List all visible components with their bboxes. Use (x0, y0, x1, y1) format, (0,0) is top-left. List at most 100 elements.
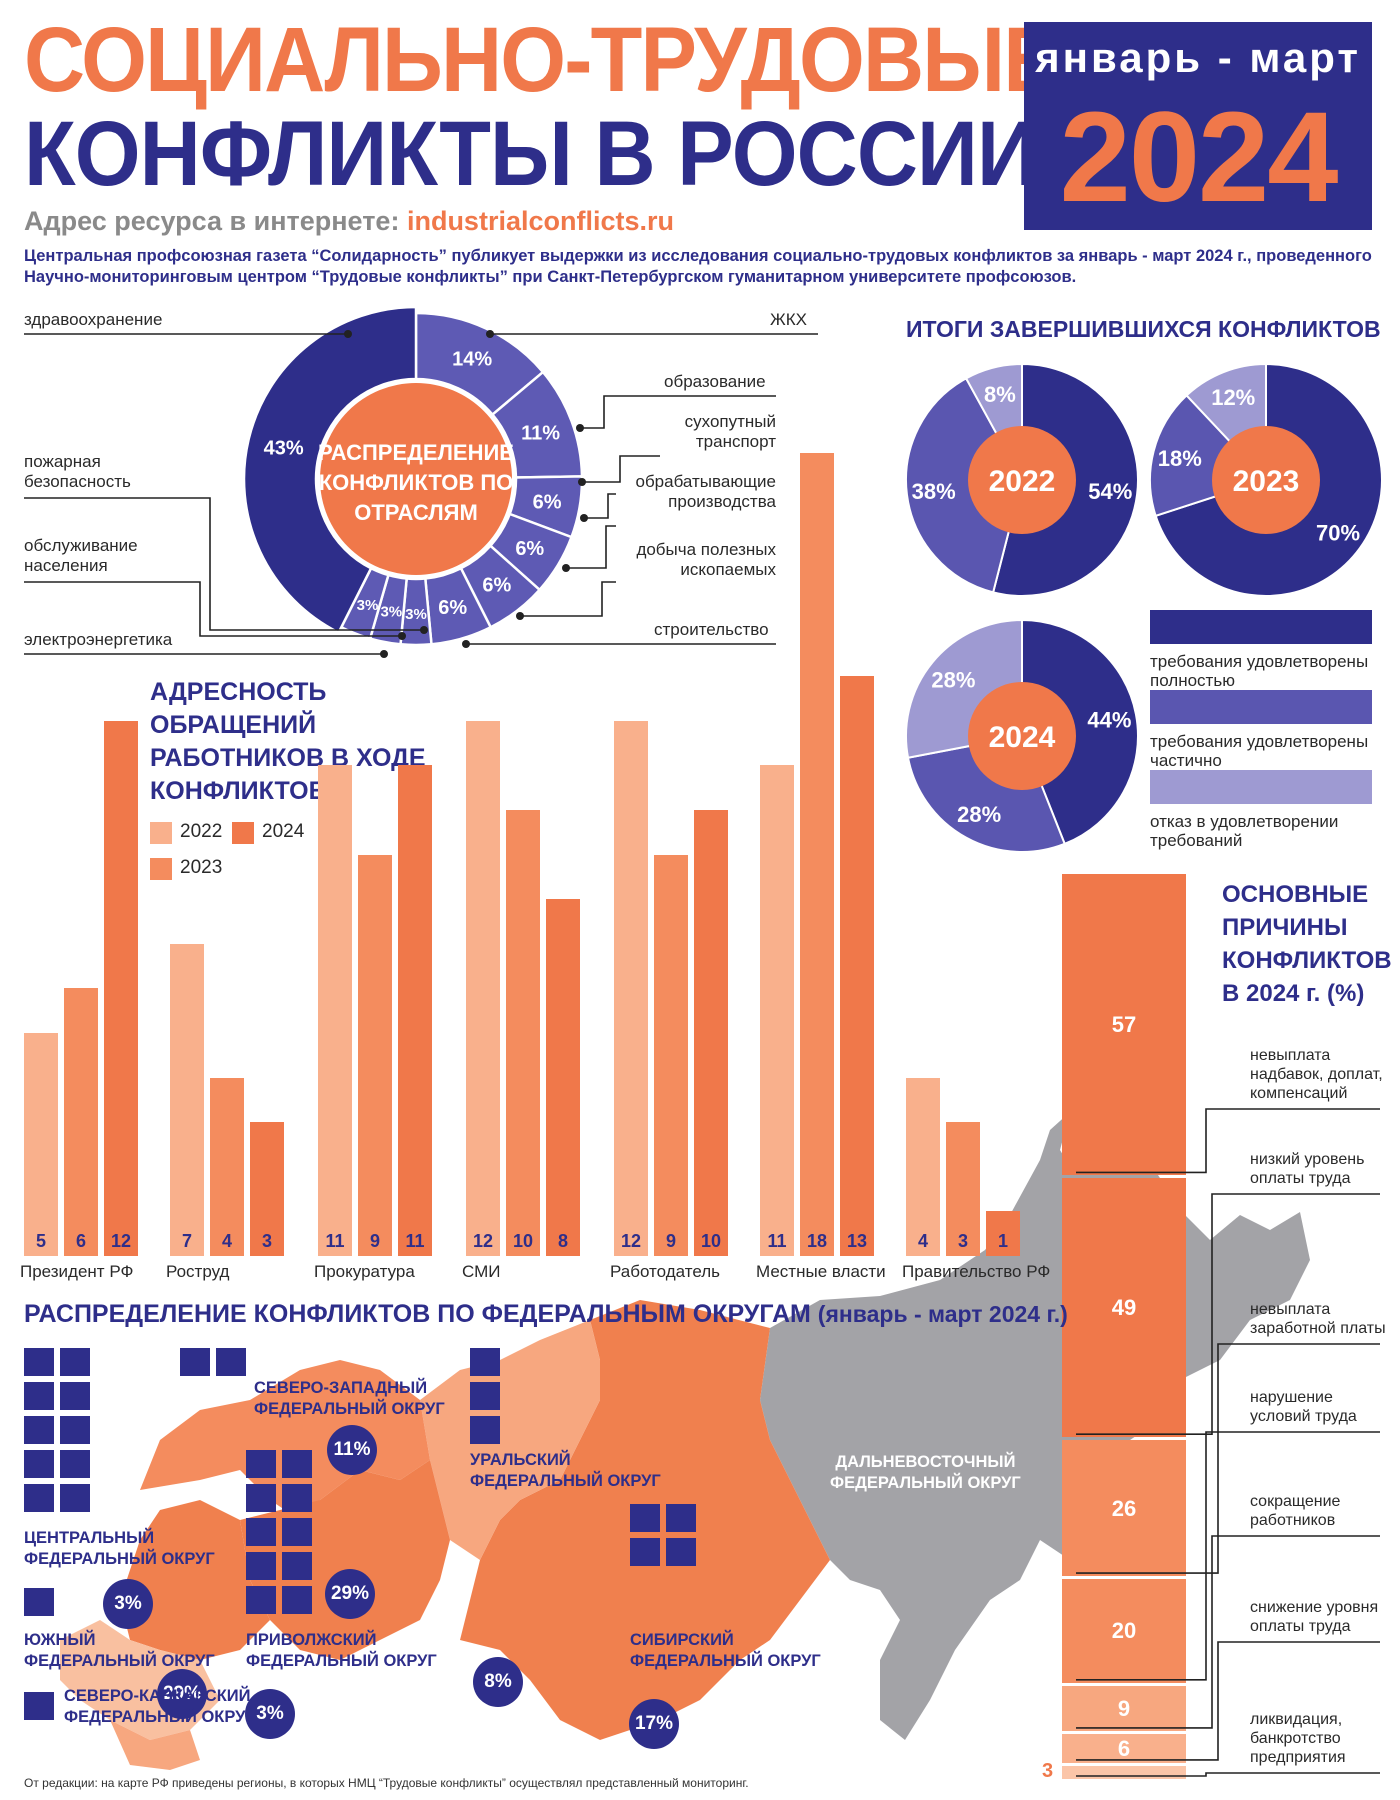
address-bar-value: 18 (806, 1230, 828, 1251)
okrug-square (666, 1538, 696, 1566)
reason-label-0: невыплата надбавок, доплат, компенсаций (1250, 1046, 1383, 1103)
legend-2023-swatch (150, 858, 172, 880)
label-pozhar-2: безопасность (24, 472, 131, 491)
address-bar-2-2022: 11 (318, 765, 352, 1256)
label-pozhar-1: пожарная (24, 452, 101, 471)
reason-bar-0: 57 (1062, 874, 1186, 1176)
okrug-name-3: ПРИВОЛЖСКИЙ ФЕДЕРАЛЬНЫЙ ОКРУГ (246, 1630, 437, 1672)
outcome-2022-year: 2022 (989, 465, 1056, 498)
okrug-square (24, 1588, 54, 1616)
reason-value: 20 (1111, 1618, 1137, 1644)
address-category-label: Прокуратура (314, 1262, 415, 1281)
address-bar-value: 11 (405, 1230, 425, 1251)
address-bar-value: 9 (369, 1230, 380, 1251)
outcome-2022-label-2: 8% (984, 382, 1016, 407)
url-label: Адрес ресурса в интернете: (24, 206, 400, 236)
reason-label-line: банкротство (1250, 1730, 1341, 1747)
okrug-name-7: ДАЛЬНЕВОСТОЧНЫЙ ФЕДЕРАЛЬНЫЙ ОКРУГ (830, 1452, 1021, 1494)
date-box: январь - март 2024 (1024, 22, 1372, 230)
okrug-square (180, 1348, 210, 1376)
reason-label-2: невыплата заработной платы (1250, 1300, 1386, 1338)
address-bar-value: 4 (917, 1230, 928, 1251)
okrug-square (60, 1450, 90, 1478)
legend-refusal-1: отказ в удовлетворении (1150, 812, 1339, 831)
reason-bar-4: 9 (1062, 1685, 1186, 1731)
outcome-2024-year: 2024 (989, 721, 1056, 754)
okrug-square (60, 1348, 90, 1376)
okrug-square (24, 1484, 54, 1512)
reason-label-line: невыплата (1250, 1301, 1331, 1318)
label-dobycha-1: добыча полезных (636, 540, 776, 559)
reason-label-line: предприятия (1250, 1749, 1346, 1766)
address-bar-value: 7 (181, 1230, 192, 1251)
okrug-name-line: ФЕДЕРАЛЬНЫЙ ОКРУГ (64, 1708, 255, 1726)
reason-label-line: условий труда (1250, 1408, 1357, 1425)
address-bar-0-2024: 12 (104, 720, 138, 1256)
address-bar-value: 10 (512, 1231, 534, 1251)
industry-slice-label-9: 43% (264, 438, 304, 460)
okrug-name-6: СИБИРСКИЙ ФЕДЕРАЛЬНЫЙ ОКРУГ (630, 1630, 821, 1672)
okrug-pct-1: 11% (327, 1425, 377, 1475)
reason-label-line: компенсаций (1250, 1085, 1348, 1102)
map-north-caucasus (110, 1720, 200, 1770)
industry-slice-label-1: 11% (521, 422, 560, 444)
federal-subtitle: (январь - март 2024 г.) (817, 1301, 1068, 1327)
okrug-square (666, 1504, 696, 1532)
address-bar-0-2023: 6 (64, 988, 98, 1256)
legend-swatch-full (1150, 610, 1372, 644)
legend-2024-swatch (232, 822, 254, 844)
okrug-name-line: ФЕДЕРАЛЬНЫЙ ОКРУГ (24, 1652, 215, 1670)
industry-slice-label-2: 6% (533, 492, 562, 514)
legend-2022-label: 2022 (180, 821, 223, 842)
reason-label-1: низкий уровень оплаты труда (1250, 1150, 1364, 1188)
industry-slice-label-3: 6% (515, 538, 544, 560)
legend-text-full: требования удовлетворены полностью (1150, 652, 1368, 690)
address-bar-6-2024: 1 (986, 1211, 1020, 1256)
okrug-square (282, 1450, 312, 1478)
address-category-label: Роструд (166, 1262, 230, 1281)
outcome-2023-label-2: 12% (1211, 385, 1255, 410)
okrug-name-line: ФЕДЕРАЛЬНЫЙ ОКРУГ (830, 1474, 1021, 1492)
legend-swatch-refusal (1150, 770, 1372, 804)
reason-label-line: сокращение (1250, 1493, 1341, 1510)
url-link[interactable]: industrialconflicts.ru (406, 206, 674, 236)
address-bar-value: 12 (110, 1230, 132, 1251)
address-bar-4-2022: 12 (614, 720, 648, 1256)
reason-label-line: оплаты труда (1250, 1618, 1351, 1635)
address-bar-1-2022: 7 (170, 943, 204, 1256)
reason-bar-5: 6 (1062, 1733, 1186, 1763)
outcome-2024-label-1: 28% (957, 802, 1001, 827)
label-obraz: образование (664, 372, 766, 391)
label-transport-2: транспорт (695, 432, 776, 451)
address-bar-1-2023: 4 (210, 1077, 244, 1256)
address-bar-5-2023: 18 (800, 453, 834, 1256)
legend-partial-2: частично (1150, 751, 1222, 770)
federal-title: РАСПРЕДЕЛЕНИЕ КОНФЛИКТОВ ПО ФЕДЕРАЛЬНЫМ … (24, 1300, 1068, 1329)
okrug-square (246, 1586, 276, 1614)
address-bar-value: 11 (325, 1230, 345, 1251)
okrug-square (24, 1450, 54, 1478)
okrug-square (470, 1382, 500, 1410)
okrug-name-line: ФЕДЕРАЛЬНЫЙ ОКРУГ (24, 1550, 215, 1568)
industry-slice-label-5: 6% (438, 597, 467, 619)
address-bar-value: 8 (557, 1230, 568, 1251)
map-central (120, 1500, 270, 1660)
okrug-square (24, 1692, 54, 1720)
title-line-2: КОНФЛИКТЫ В РОССИИ (24, 103, 1038, 205)
address-bar-value: 5 (35, 1231, 46, 1251)
outcome-2022-label-1: 38% (912, 479, 956, 504)
footnote: От редакции: на карте РФ приведены регио… (24, 1776, 749, 1790)
reason-value: 49 (1111, 1295, 1137, 1321)
reason-value: 26 (1111, 1495, 1137, 1521)
reason-value: 57 (1111, 1012, 1137, 1038)
address-bar-value: 1 (997, 1230, 1008, 1251)
address-bar-6-2023: 3 (946, 1122, 980, 1256)
address-bar-value: 11 (767, 1230, 787, 1251)
legend-2022-swatch (150, 822, 172, 844)
outcome-2024-hole (968, 682, 1076, 790)
okrug-name-line: ФЕДЕРАЛЬНЫЙ ОКРУГ (246, 1652, 437, 1670)
okrug-name-line: СЕВЕРО-КАВКАЗСКИЙ (64, 1687, 251, 1705)
industry-slice-label-0: 14% (452, 348, 492, 370)
address-bar-3-2023: 10 (506, 810, 540, 1256)
